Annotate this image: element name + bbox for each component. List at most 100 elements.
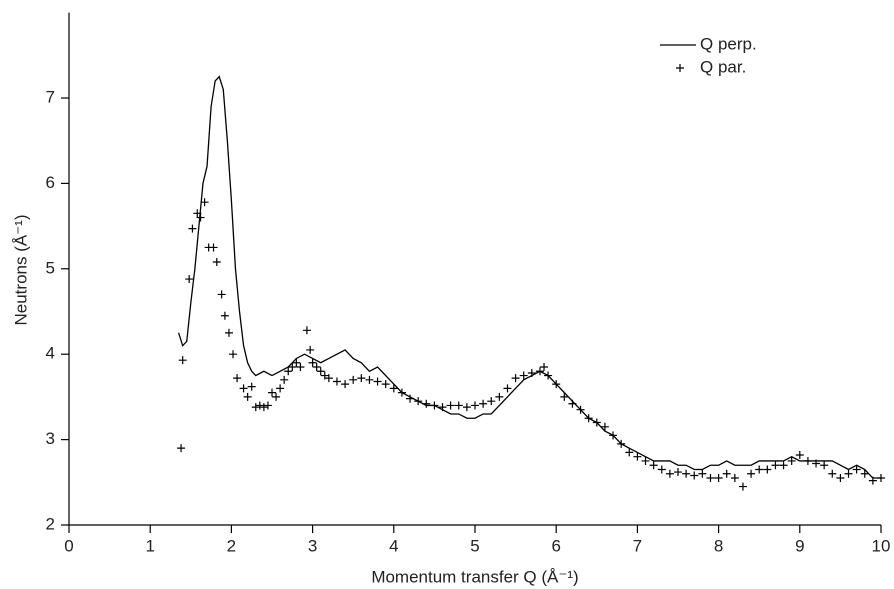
data-point [255,401,264,410]
data-point [836,474,845,483]
data-point [828,469,837,478]
data-point [177,444,186,453]
data-point [178,356,187,365]
x-tick-label: 6 [551,536,560,555]
x-tick-label: 9 [795,536,804,555]
y-tick-label: 3 [46,429,55,448]
data-point [568,399,577,408]
data-point [397,388,406,397]
data-point [268,388,276,397]
data-point [584,414,593,423]
data-point [200,198,209,207]
data-point [217,290,226,299]
data-point [860,469,869,478]
data-line [178,75,881,479]
data-point [495,392,504,401]
data-point [852,465,861,474]
legend-swatch [676,64,684,72]
data-point [552,380,561,389]
y-tick-label: 4 [46,344,55,363]
data-point [224,328,233,337]
data-point [706,474,715,483]
data-point [722,469,731,478]
data-point [280,375,289,384]
data-point [247,382,256,391]
data-point [324,374,333,383]
data-point [414,397,423,406]
data-point [755,465,764,474]
data-point [196,213,205,222]
data-point [276,384,285,393]
data-point [462,403,471,412]
x-tick-label: 7 [633,536,642,555]
data-point [365,375,374,384]
data-point [430,401,439,410]
data-point [544,371,553,380]
data-point [438,403,447,412]
data-point [288,363,297,372]
data-point [820,461,829,470]
data-point [674,468,682,477]
data-point [188,224,197,233]
y-tick-label: 2 [46,514,55,533]
data-point [422,399,431,408]
data-point [446,401,455,410]
data-point [406,394,415,403]
data-point [592,418,601,427]
data-point [320,371,329,380]
data-point [373,377,382,386]
data-point [527,368,536,377]
data-point [233,374,242,383]
data-point [284,367,293,376]
data-point [576,405,585,414]
data-point [471,401,479,410]
x-axis-label: Momentum transfer Q (Å⁻¹) [371,567,578,586]
data-point [633,452,642,461]
data-point [560,392,569,401]
data-point [259,403,268,412]
x-tick-label: 1 [145,536,154,555]
data-point [296,363,305,372]
x-tick-label: 8 [714,536,723,555]
data-point [316,367,325,376]
data-point [332,377,341,386]
data-point [357,374,366,383]
legend-label: Q par. [700,57,746,76]
data-point [540,363,549,372]
y-tick-label: 6 [46,173,55,192]
data-point [779,461,788,470]
data-point [698,469,707,478]
data-point [341,380,350,389]
data-point [479,399,488,408]
data-point [690,471,699,480]
data-point [738,482,747,491]
data-point [787,456,796,465]
data-point [803,456,812,465]
data-point [503,384,512,393]
data-point [308,358,317,367]
data-point [487,397,496,406]
data-point [292,358,301,367]
data-point [302,326,311,335]
data-point [535,367,544,376]
data-point [877,474,885,483]
data-point [511,374,520,383]
data-point [665,469,674,478]
data-point [649,461,658,470]
data-point [243,392,252,401]
data-point [600,422,609,431]
data-point [193,209,202,218]
data-point [212,257,221,266]
x-tick-label: 2 [227,536,236,555]
data-point [625,448,634,457]
data-point [263,401,272,410]
x-tick-label: 5 [470,536,479,555]
y-tick-label: 5 [46,258,55,277]
data-point [641,456,650,465]
data-point [209,243,218,252]
data-point [251,403,260,412]
data-point [714,474,723,483]
data-point [229,350,238,359]
data-point [185,275,194,284]
